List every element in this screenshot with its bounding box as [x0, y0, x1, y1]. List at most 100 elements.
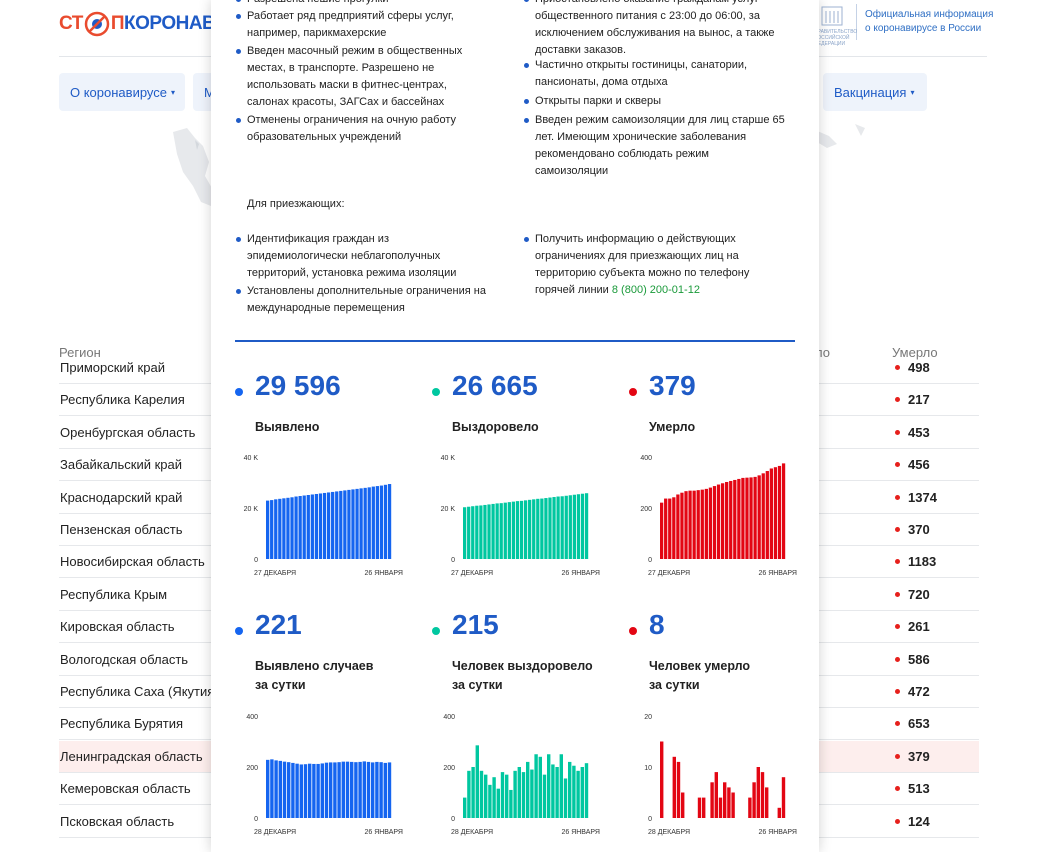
chart-bar: [329, 762, 333, 818]
deaths-dot-icon: [895, 818, 900, 824]
chart-bar: [753, 476, 757, 559]
virus-icon: [84, 11, 110, 37]
chart-bar: [322, 492, 327, 559]
x-start-label: 27 ДЕКАБРЯ: [451, 570, 493, 577]
nav-about-coronavirus[interactable]: О коронавирусе ▾: [59, 73, 185, 111]
column-header-deaths[interactable]: Умерло: [892, 345, 938, 360]
restriction-text: Введен режим самоизоляции для лиц старше…: [535, 114, 785, 177]
y-tick-label: 0: [254, 557, 258, 564]
chart-bar: [354, 762, 358, 818]
chart-bar: [757, 475, 761, 559]
arrivals-title: Для приезжающих:: [247, 198, 345, 210]
x-start-label: 28 ДЕКАБРЯ: [451, 829, 493, 836]
stat-value: 379: [649, 370, 696, 401]
restriction-item: Работает ряд предприятий сферы услуг, на…: [236, 8, 487, 42]
stat-label-line2: за сутки: [452, 678, 503, 692]
chart-bar: [320, 763, 324, 818]
column-header-region[interactable]: Регион: [59, 345, 101, 360]
chart-bar: [314, 493, 319, 559]
region-name: Псковская область: [60, 813, 175, 829]
chart-bar: [513, 770, 517, 818]
bar-chart: 0 20 K 40 K 27 ДЕКАБРЯ 26 ЯНВАРЯ: [244, 455, 403, 577]
chart-bar: [781, 463, 786, 560]
deaths-dot-icon: [895, 462, 900, 468]
chart-bar: [547, 754, 551, 818]
chart-bar: [371, 486, 375, 559]
chart-bar: [556, 496, 560, 559]
deaths-dot-icon: [895, 656, 900, 662]
stat-dot-icon: [235, 627, 243, 635]
chart-bar: [507, 502, 511, 559]
chart-bar: [266, 759, 270, 818]
chart-bar: [708, 487, 713, 559]
site-logo[interactable]: СТ П КОРОНАВИ: [59, 10, 229, 38]
region-name: Кемеровская область: [60, 781, 191, 797]
chart-bar: [716, 484, 721, 559]
chart-bar: [479, 505, 483, 559]
chart-bar: [752, 782, 756, 818]
stat-label: Умерло: [649, 420, 696, 434]
chart-bar: [696, 490, 700, 559]
stat-dot-icon: [629, 388, 637, 396]
chart-bar: [347, 489, 351, 559]
hotline-phone-link[interactable]: 8 (800) 200-01-12: [611, 284, 700, 296]
chart-bar: [568, 761, 572, 818]
chart-bar: [700, 489, 704, 559]
chart-bar: [563, 778, 568, 818]
nav-vaccination[interactable]: Вакцинация ▾: [823, 73, 927, 111]
bar-chart: 0 200 400 28 ДЕКАБРЯ 26 ЯНВАРЯ: [246, 714, 403, 836]
chart-bar: [312, 763, 316, 818]
chart-bar: [530, 769, 534, 818]
deaths-dot-icon: [895, 753, 900, 759]
chart-bar: [551, 764, 555, 818]
chart-bar: [681, 792, 685, 818]
chart-bar: [692, 490, 696, 559]
region-deaths: 370: [908, 522, 930, 537]
chart-bar: [511, 501, 516, 560]
chart-bar: [367, 487, 371, 559]
arrivals-hotline-text: Получить информацию о действующих ограни…: [535, 233, 750, 296]
chart-bar: [383, 484, 388, 559]
restriction-text: Разрешена пешие прогулки: [247, 0, 389, 5]
chart-bar: [351, 489, 355, 559]
chart-bar: [492, 777, 496, 818]
gov-info-link[interactable]: ПРАВИТЕЛЬСТВО РОССИЙСКОЙ ФЕДЕРАЦИИ Офици…: [814, 4, 995, 47]
y-tick-label: 20: [644, 714, 652, 721]
chart-bar: [777, 807, 781, 818]
chart-bar: [294, 496, 298, 559]
chart-bar: [274, 760, 278, 818]
chart-bar: [688, 490, 692, 559]
chart-bar: [519, 500, 524, 559]
y-tick-label: 200: [246, 765, 258, 772]
chart-bar: [509, 789, 513, 818]
chart-bar: [723, 782, 727, 818]
arrivals-hotline-item: Получить информацию о действующих ограни…: [524, 231, 775, 299]
region-deaths: 720: [908, 586, 930, 602]
chart-bar: [761, 473, 765, 559]
bullet-icon: [236, 118, 241, 123]
region-name: Забайкальский край: [60, 457, 183, 473]
chart-bar: [718, 797, 723, 818]
bullet-icon: [524, 237, 529, 242]
chart-bar: [366, 761, 371, 818]
chart-bar: [536, 498, 540, 559]
y-tick-label: 0: [648, 557, 652, 564]
restriction-item: Отменены ограничения на очную работу обр…: [236, 112, 487, 146]
chart-bar: [282, 498, 286, 559]
chart-bar: [291, 762, 295, 818]
region-deaths: 217: [908, 392, 930, 408]
chart-bar: [303, 764, 308, 818]
chart-bar: [741, 477, 745, 559]
chart-bar: [302, 495, 306, 559]
y-tick-label: 20 K: [441, 506, 456, 513]
chart-bar: [714, 772, 718, 818]
chart-bar: [310, 494, 314, 559]
stat-label: Выявлено случаев за сутки: [255, 657, 415, 695]
logo-part2: П: [110, 13, 125, 34]
stat-dot-icon: [432, 388, 440, 396]
x-end-label: 26 ЯНВАРЯ: [561, 829, 600, 836]
chart-bar: [676, 494, 680, 559]
chart-bar: [503, 502, 507, 559]
stat-value: 221: [255, 609, 302, 640]
chart-bar: [672, 756, 676, 818]
